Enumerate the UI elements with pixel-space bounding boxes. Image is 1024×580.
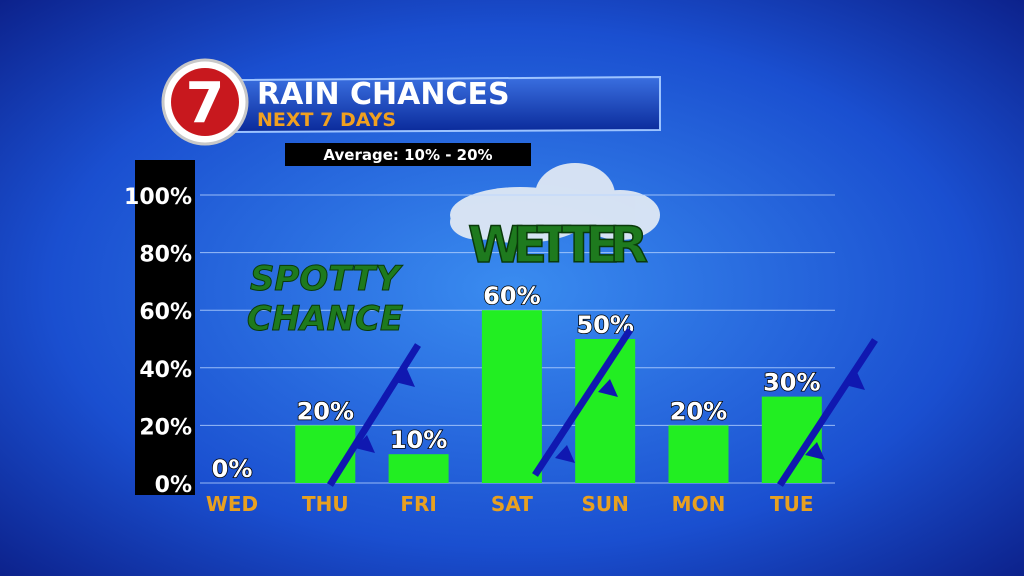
value-label: 30% — [763, 369, 820, 397]
chart-title: RAIN CHANCES — [257, 77, 510, 112]
x-tick-label: SAT — [491, 492, 533, 516]
x-tick-label: THU — [302, 492, 349, 516]
y-tick-label: 40% — [139, 358, 192, 383]
y-tick-label: 80% — [139, 243, 192, 268]
y-tick-label: 100% — [124, 185, 192, 210]
front-triangles — [355, 369, 865, 463]
value-label: 60% — [483, 282, 540, 310]
value-label: 0% — [212, 455, 253, 483]
x-tick-label: FRI — [400, 492, 437, 516]
y-tick-label: 0% — [155, 473, 192, 498]
annotation: SPOTTY — [250, 259, 403, 299]
annotation: CHANCE — [247, 299, 403, 339]
bar — [481, 310, 542, 483]
y-tick-label: 60% — [139, 300, 192, 325]
logo-disc — [171, 68, 239, 136]
value-label: 10% — [390, 426, 447, 454]
logo: 7 — [186, 71, 225, 136]
bar — [575, 339, 636, 483]
bar — [668, 425, 729, 483]
value-label: 20% — [670, 397, 727, 425]
value-label: 20% — [297, 397, 354, 425]
chart-subtitle: NEXT 7 DAYS — [257, 109, 396, 131]
x-tick-label: MON — [672, 492, 726, 516]
average-box — [285, 143, 531, 166]
cloud — [450, 163, 660, 243]
y-tick-label: 20% — [139, 415, 192, 440]
bar — [388, 454, 449, 483]
x-tick-label: TUE — [770, 492, 814, 516]
average-note: Average: 10% - 20% — [323, 146, 492, 164]
x-tick-label: SUN — [582, 492, 629, 516]
x-tick-label: WED — [206, 492, 258, 516]
front — [327, 328, 878, 487]
annotation: WETTER — [468, 216, 648, 274]
axis-panel — [135, 160, 195, 495]
